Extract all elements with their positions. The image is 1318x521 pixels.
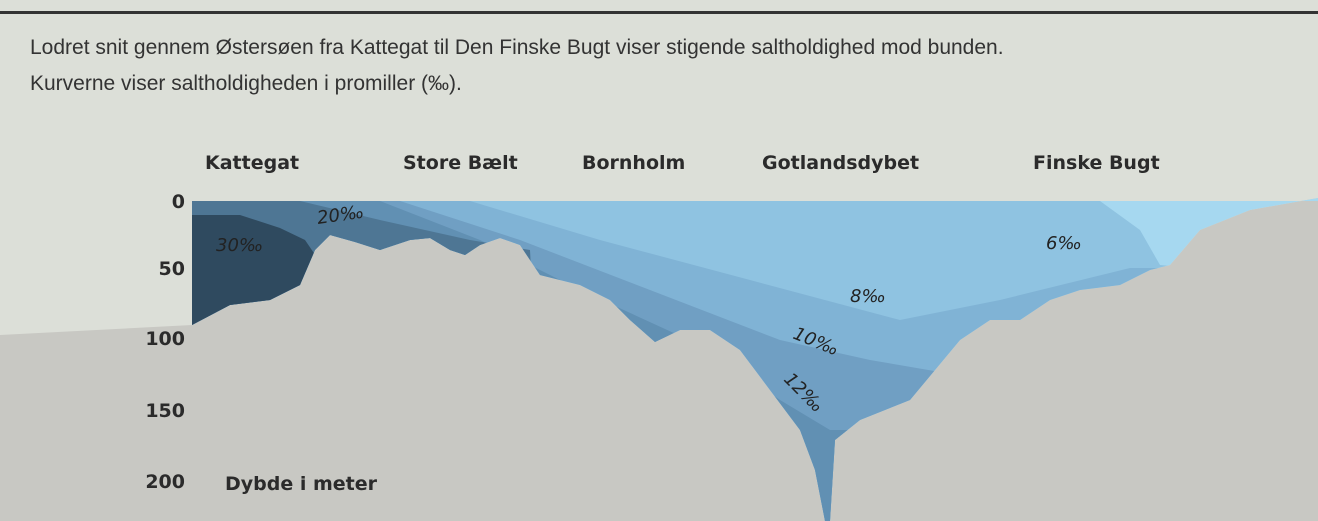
caption-line: Lodret snit gennem Østersøen fra Kattega…: [30, 36, 1004, 59]
location-label: Gotlandsdybet: [762, 152, 919, 174]
depth-tick-label: 0: [172, 191, 185, 213]
depth-tick-label: 200: [145, 471, 185, 493]
location-label: Finske Bugt: [1033, 152, 1160, 174]
salinity-label: 6‰: [1046, 233, 1082, 254]
depth-tick-label: 100: [145, 328, 185, 350]
salinity-label: 8‰: [850, 286, 886, 307]
location-label: Kattegat: [205, 152, 299, 174]
depth-tick-label: 50: [159, 258, 185, 280]
location-label: Store Bælt: [403, 152, 518, 174]
salinity-label: 30‰: [216, 235, 263, 256]
top-rule: [0, 11, 1318, 14]
location-label: Bornholm: [582, 152, 685, 174]
caption-line: Kurverne viser saltholdigheden i promill…: [30, 72, 462, 95]
diagram: Lodret snit gennem Østersøen fra Kattega…: [0, 0, 1318, 521]
depth-axis-label: Dybde i meter: [225, 473, 378, 495]
depth-tick-label: 150: [145, 400, 185, 422]
